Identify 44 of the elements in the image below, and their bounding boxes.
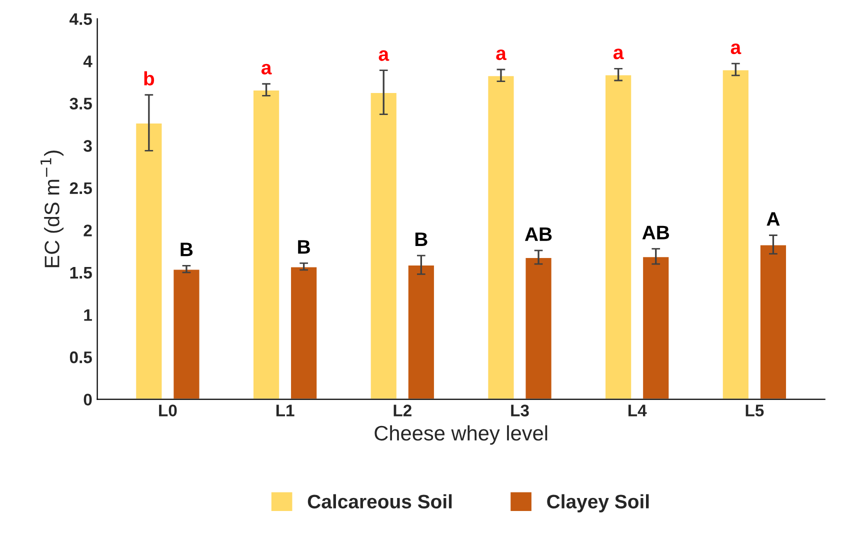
- data-label: a: [496, 49, 506, 60]
- x-tick-label: L0: [159, 404, 177, 416]
- bar: [721, 68, 750, 400]
- x-tick-label: L4: [628, 404, 647, 416]
- x-tick-label: L3: [511, 404, 529, 416]
- data-label: a: [378, 50, 390, 61]
- data-label: A: [766, 212, 780, 226]
- x-tick-label: L5: [746, 404, 764, 416]
- y-tick-label: 0.5: [70, 351, 92, 364]
- y-tick-label: 0: [84, 394, 92, 406]
- data-label: B: [415, 232, 428, 246]
- y-tick-label: 3.5: [70, 98, 92, 110]
- y-tick-label: 4.5: [70, 13, 92, 25]
- bar: [134, 122, 164, 400]
- data-label: a: [613, 48, 624, 60]
- bar: [524, 256, 553, 400]
- data-label: b: [144, 71, 154, 86]
- y-tick-label: 4: [83, 56, 92, 68]
- bar: [759, 244, 788, 400]
- bar: [604, 74, 633, 400]
- bar: [290, 266, 318, 400]
- x-tick-label: L1: [276, 404, 294, 416]
- y-axis-title: EC (dS m$^{−1}$): [40, 150, 64, 268]
- x-tick-label: L2: [394, 404, 412, 416]
- y-tick-label: 3: [84, 140, 92, 152]
- data-label: B: [298, 240, 310, 254]
- bar: [642, 256, 670, 400]
- bar: [486, 74, 516, 400]
- bar: [252, 89, 280, 400]
- bar: [369, 92, 398, 400]
- y-tick-label: 2: [84, 224, 92, 236]
- y-tick-label: 1.5: [70, 267, 92, 279]
- data-label: a: [730, 44, 742, 54]
- data-label: AB: [642, 226, 670, 240]
- y-tick-label: 2.5: [70, 182, 92, 194]
- y-tick-label: 1: [84, 309, 92, 321]
- bar: [172, 268, 201, 400]
- bar: [406, 264, 436, 400]
- data-label: AB: [524, 228, 552, 241]
- x-axis-title: Cheese whey level: [374, 425, 548, 445]
- data-label: B: [180, 242, 193, 256]
- legend-label: Clayey Soil: [547, 494, 649, 512]
- legend-label: Calcareous Soil: [308, 494, 452, 508]
- data-label: a: [261, 64, 272, 74]
